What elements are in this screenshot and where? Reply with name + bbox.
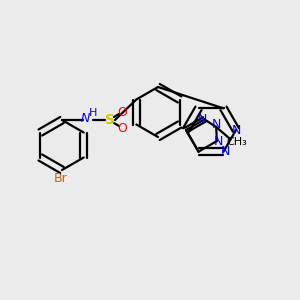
Text: N: N <box>221 145 230 158</box>
Text: N: N <box>214 134 224 148</box>
Text: N: N <box>231 124 241 136</box>
Text: H: H <box>89 108 97 118</box>
Text: S: S <box>105 113 115 127</box>
Text: Br: Br <box>54 172 68 185</box>
Text: N: N <box>198 113 207 126</box>
Text: N: N <box>80 112 90 125</box>
Text: N: N <box>212 118 221 130</box>
Text: O: O <box>117 106 127 118</box>
Text: CH₃: CH₃ <box>227 137 248 147</box>
Text: O: O <box>117 122 127 134</box>
